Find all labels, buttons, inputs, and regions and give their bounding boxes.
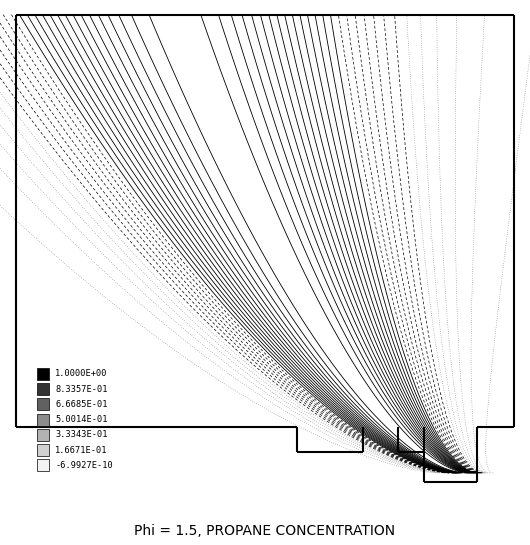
Point <box>0 469 4 477</box>
Point <box>0 469 4 477</box>
Point <box>0 469 4 477</box>
Point <box>0 469 4 477</box>
Point <box>0 469 4 477</box>
Text: 1.6671E-01: 1.6671E-01 <box>55 446 108 455</box>
Point <box>0 469 4 477</box>
Point <box>0 469 4 477</box>
Point <box>0 469 4 477</box>
Text: 3.3343E-01: 3.3343E-01 <box>55 431 108 439</box>
Point <box>0 469 4 477</box>
Point <box>0 469 4 477</box>
Point <box>0 469 4 477</box>
Point <box>0 469 4 477</box>
Point <box>0 469 4 477</box>
Point <box>0 469 4 477</box>
Point <box>0 469 4 477</box>
Point <box>0 469 4 477</box>
Point <box>0 469 4 477</box>
Text: 1.0000E+00: 1.0000E+00 <box>55 370 108 378</box>
Point <box>0 469 4 477</box>
Text: 6.6685E-01: 6.6685E-01 <box>55 400 108 409</box>
Point <box>0 469 4 477</box>
Point <box>0 469 4 477</box>
Text: 5.0014E-01: 5.0014E-01 <box>55 415 108 424</box>
Point <box>0 469 4 477</box>
Point <box>0 469 4 477</box>
Point <box>0 469 4 477</box>
Point <box>0 469 4 477</box>
Point <box>0 469 4 477</box>
Point <box>0 469 4 477</box>
Text: -6.9927E-10: -6.9927E-10 <box>55 461 113 470</box>
Point <box>0 469 4 477</box>
Point <box>0 469 4 477</box>
Text: 8.3357E-01: 8.3357E-01 <box>55 385 108 393</box>
Text: Phi = 1.5, PROPANE CONCENTRATION: Phi = 1.5, PROPANE CONCENTRATION <box>135 524 395 538</box>
